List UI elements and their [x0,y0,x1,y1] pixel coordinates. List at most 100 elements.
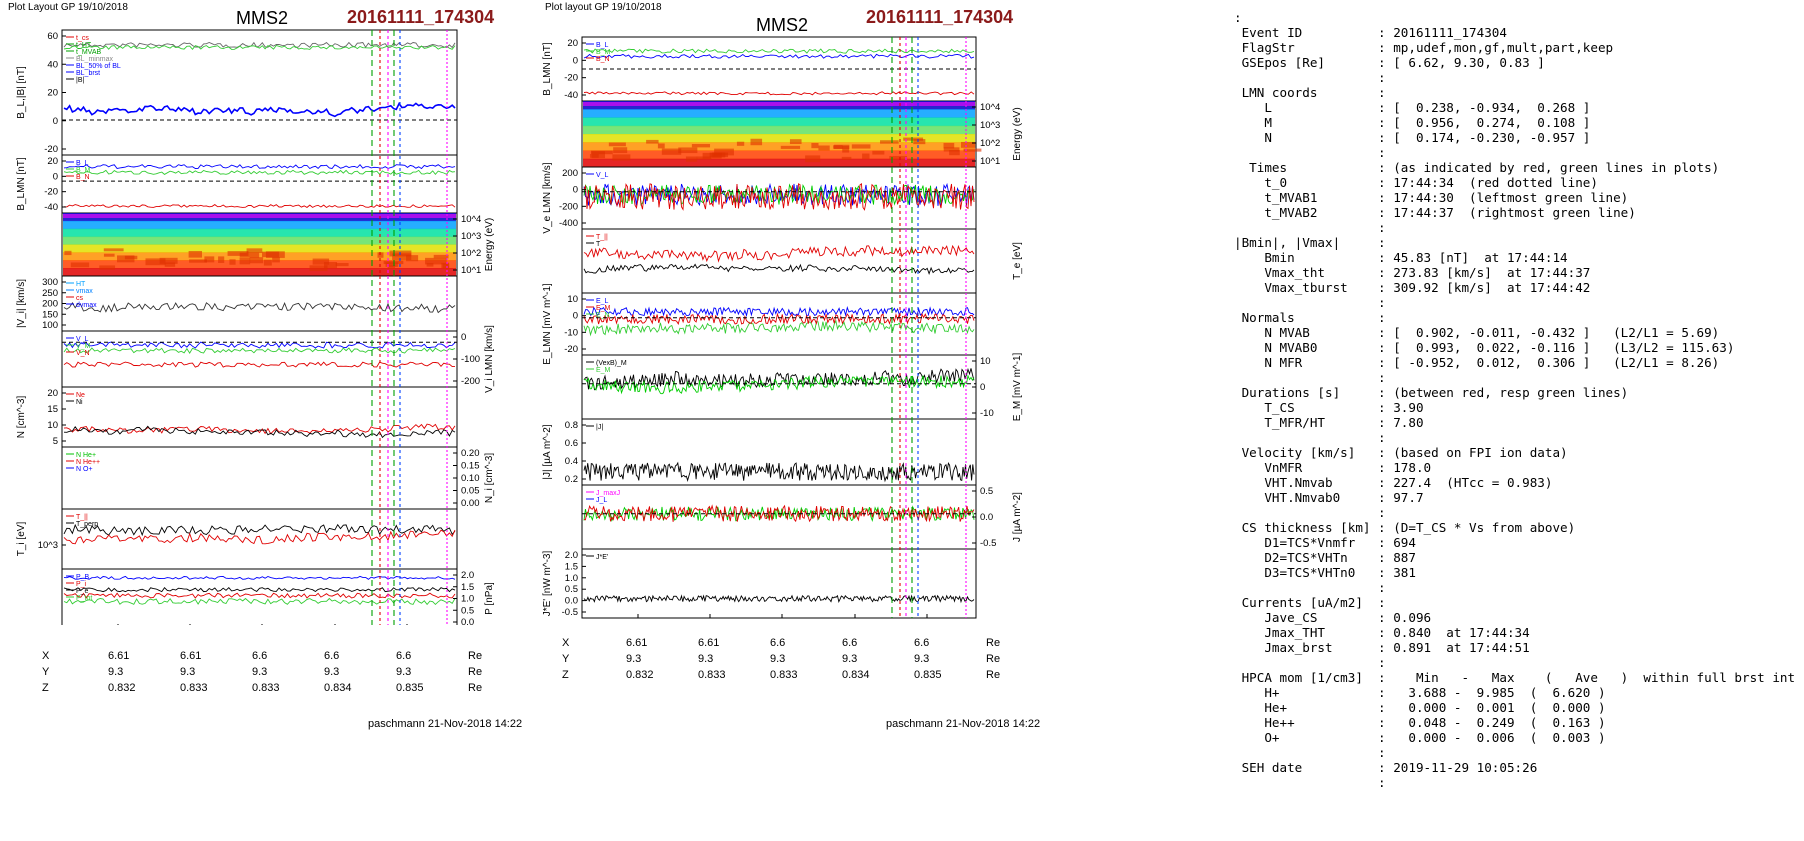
f1-panel-frame [61,330,458,388]
f1-legend-label: B_M [76,167,91,174]
f1-panel-7: 0.20 0.150.10 0.050.00 N_i [cm^-3] N He+N He… [61,446,495,510]
f2-ephem-value: 6.6 [842,637,858,649]
info-line: Vmax_tburst : 309.92 [km/s] at 17:44:42 [1234,280,1591,295]
info-line: D2=TCS*VHTn : 887 [1234,550,1416,565]
f2-spectrogram-top [583,102,975,106]
info-line: : [1234,220,1386,235]
info-line: M : [ 0.956, 0.274, 0.108 ] [1234,115,1591,130]
f2-ylabel: B_LMN [nT] [542,42,553,96]
f2-tick-label: 0 [573,55,578,66]
f1-ephem-value: 0.833 [252,682,280,694]
info-line: N MFR : [ -0.952, 0.012, 0.306 ] (L2/L1 … [1234,355,1720,370]
f1-tick-label: 0.0 [461,617,474,625]
f2-spectrogram-patch [851,144,871,149]
f1-trace [63,341,456,349]
f2-ephem-value: 9.3 [842,653,858,665]
f1-tick-label: -100 [461,354,480,365]
f2-spectrogram-patch [943,142,955,149]
f1-ephem-unit: Re [468,666,483,678]
f2-tick-label: 0 [573,185,578,196]
f2-panel-5: 10 0 -10 -20 E_LMN [mV m^-1] E_LE_ME_N [542,283,977,365]
figure2-ephemeris: X 6.61 6.61 6.6 6.6 6.6 Re Y 9.3 9.3 9.3 9.3 9.3 Re Z 0… [520,637,1020,687]
info-line: : [1234,370,1386,385]
f2-trace [583,505,975,523]
f1-tick-label: 20 [47,156,58,167]
f2-tick-label: 0.5 [980,486,993,497]
f2-ephem-value: 0.833 [698,669,726,681]
f2-tick-label: -200 [559,201,578,212]
f2-spectrogram-patch [842,146,850,153]
f2-trace [583,374,975,395]
f2-tick-label: 10^4 [980,102,1000,113]
f2-legend-label: E_L [596,298,609,305]
f2-tick-label: 0 [980,382,985,393]
f2-tick-label: 20 [567,38,578,49]
f2-tick-label: 2.0 [565,550,578,561]
figure1-header: Plot Layout GP 19/10/2018 [8,2,128,13]
f1-spectrogram-patch [188,250,202,258]
f1-panel-3: 10^4 10^3 10^2 10^1 Energy (eV) [61,212,495,277]
info-line: FlagStr : mp,udef,mon,gf,mult,part,keep [1234,40,1614,55]
info-line: : [1234,655,1386,670]
f1-spectrogram-patch [103,248,124,252]
f1-spectrogram-patch [218,256,225,263]
f1-spectrogram-patch [312,258,330,265]
f1-spectrogram-patch [159,257,178,264]
info-line: Jmax_THT : 0.840 at 17:44:34 [1234,625,1530,640]
info-line: Event ID : 20161111_174304 [1234,25,1507,40]
f1-ephem-label: Z [42,682,49,694]
f1-ephem-value: 0.834 [324,682,352,694]
f1-panel-frame [61,386,458,448]
f2-spectrogram-patch [960,141,976,148]
f1-legend-label: V_L [76,336,89,343]
info-line: CS thickness [km] : (D=T_CS * Vs from ab… [1234,520,1576,535]
f2-panel-6: 10 0 -10 E_M [mV m^-1] (VexB)_ME_M [581,352,1023,421]
figure2-title: MMS2 [756,15,809,35]
f2-spectrogram-band [583,109,975,118]
f2-ylabel: T_e [eV] [1012,242,1023,280]
f2-tick-label: 0.0 [565,596,578,607]
f2-spectrogram-patch [872,150,885,155]
f1-spectrogram-patch [246,248,263,253]
f2-spectrogram-patch [678,147,698,154]
figure1-ephemeris: X 6.61 6.61 6.6 6.6 6.6 Re Y 9.3 9.3 9.3 9.3 9.3 Re Z 0… [0,650,500,700]
f1-spectrogram-patch [263,259,272,266]
figure1-footer: paschmann 21-Nov-2018 14:22 [368,718,523,730]
f1-tick-label: 40 [47,59,58,70]
f2-spectrogram-patch [613,147,628,154]
f1-trace [63,302,456,314]
f1-legend-label: vmax [76,288,93,295]
f1-tick-label: 2.0 [461,570,474,581]
f1-tick-label: -20 [44,187,58,198]
f1-panel-frame [61,29,458,156]
f1-tick-label: 20 [47,88,58,99]
f1-tick-label: 15 [47,404,58,415]
f1-spectrogram-band [63,252,456,261]
f2-panel-9: 2.01.51.00.50.0-0.5 J*E' [nW m^-3] J*E' [542,548,977,619]
f1-spectrogram-patch [335,262,349,267]
f2-spectrogram-patch [789,139,802,144]
f1-spectrogram-patch [239,257,251,265]
f1-trace [63,204,456,209]
f2-ephem-value: 0.832 [626,669,654,681]
f2-spectrogram-band [583,134,975,143]
f2-spectrogram-patch [714,148,734,156]
f2-ephem-value: 9.3 [770,653,786,665]
f1-spectrogram-patch [227,251,249,256]
f2-legend-label: J_maxJ [596,490,620,497]
info-line: Times : (as indicated by red, green line… [1234,160,1720,175]
f2-spectrogram-patch [661,148,682,155]
f1-spectrogram-patch [433,254,449,259]
info-line: L : [ 0.238, -0.934, 0.268 ] [1234,100,1591,115]
f1-panel-2: 20 0 -20 -40 B_LMN [nT] B_LB_MB_N [16,154,458,214]
f1-trace [63,575,456,580]
f1-tick-label: 10^1 [461,265,481,276]
f2-ephem-value: 9.3 [626,653,642,665]
f2-spectrogram-patch [889,155,908,160]
f1-trace [63,44,456,51]
f1-trace [63,169,456,176]
f2-ephem-value: 6.6 [914,637,930,649]
